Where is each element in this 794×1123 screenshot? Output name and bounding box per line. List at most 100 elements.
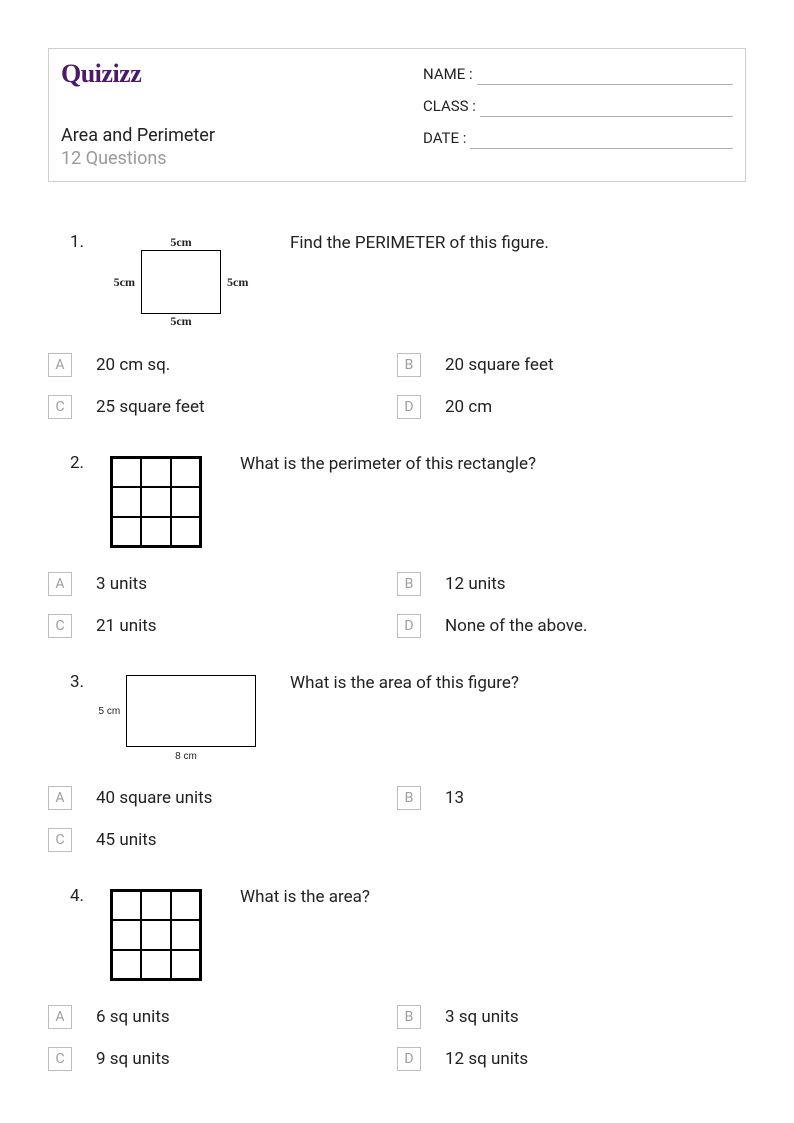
answer-letter: B [397,353,421,377]
answer-letter: C [48,1047,72,1071]
header-left: Quizizz Area and Perimeter 12 Questions [61,59,423,169]
q4-answer-b[interactable]: B 3 sq units [397,1005,746,1029]
q1-a-text: 20 cm sq. [96,355,170,375]
question-4-answers: A 6 sq units B 3 sq units C 9 sq units D… [48,1005,746,1089]
fig1-left-label: 5cm [108,275,141,290]
fig1-mid: 5cm 5cm [108,250,255,314]
grid-cell [141,487,170,516]
answer-letter: C [48,614,72,638]
grid-cell [141,517,170,546]
q3-b-text: 13 [445,788,464,808]
question-3-row: 3. 5 cm 8 cm What is the area of this fi… [48,672,746,762]
q1-answer-b[interactable]: B 20 square feet [397,353,746,377]
question-3-figure: 5 cm 8 cm [96,672,266,762]
answer-letter: A [48,353,72,377]
answer-letter: D [397,614,421,638]
q4-answer-c[interactable]: C 9 sq units [48,1047,397,1071]
grid-cell [112,487,141,516]
q1-answer-c[interactable]: C 25 square feet [48,395,397,419]
q2-c-text: 21 units [96,616,157,636]
question-3-answers: A 40 square units B 13 C 45 units D [48,786,746,870]
question-2: 2. What is the perimeter of this rectang… [48,453,746,656]
field-name-line[interactable] [477,63,733,85]
q4-d-text: 12 sq units [445,1049,528,1069]
q4-answer-a[interactable]: A 6 sq units [48,1005,397,1029]
q2-answer-d[interactable]: D None of the above. [397,614,746,638]
question-1: 1. 5cm 5cm 5cm 5cm Find the PERIMETER of… [48,232,746,437]
figure-grid-3x3 [110,889,202,981]
question-3: 3. 5 cm 8 cm What is the area of this fi… [48,672,746,870]
grid-cell [141,458,170,487]
grid-cell [112,517,141,546]
answer-letter: D [397,395,421,419]
q4-a-text: 6 sq units [96,1007,170,1027]
fig3-left-label: 5 cm [99,706,127,717]
questions: 1. 5cm 5cm 5cm 5cm Find the PERIMETER of… [48,232,746,1089]
question-3-number: 3. [48,672,96,692]
header-box: Quizizz Area and Perimeter 12 Questions … [48,48,746,182]
q2-answer-b[interactable]: B 12 units [397,572,746,596]
question-1-prompt: Find the PERIMETER of this figure. [266,232,549,254]
grid-cell [112,891,141,920]
grid-cell [141,920,170,949]
q2-answer-a[interactable]: A 3 units [48,572,397,596]
fig1-right-label: 5cm [221,275,254,290]
q3-answer-b[interactable]: B 13 [397,786,746,810]
q3-answer-c[interactable]: C 45 units [48,828,397,852]
grid-cell [112,950,141,979]
q2-b-text: 12 units [445,574,506,594]
figure-grid-3x3 [110,456,202,548]
question-2-figure [96,453,216,548]
grid-cell [171,891,200,920]
q2-a-text: 3 units [96,574,147,594]
question-1-row: 1. 5cm 5cm 5cm 5cm Find the PERIMETER of… [48,232,746,329]
fig1-top-label: 5cm [170,235,191,250]
answer-letter: A [48,1005,72,1029]
answer-letter: A [48,572,72,596]
fig1-box [141,250,221,314]
question-4-row: 4. What is the area? [48,886,746,981]
answer-letter: C [48,395,72,419]
q1-answer-d[interactable]: D 20 cm [397,395,746,419]
grid-cell [141,950,170,979]
grid-cell [171,487,200,516]
question-1-figure: 5cm 5cm 5cm 5cm [96,232,266,329]
logo: Quizizz [61,59,423,89]
q4-answer-d[interactable]: D 12 sq units [397,1047,746,1071]
grid-cell [171,950,200,979]
grid-cell [112,458,141,487]
grid-cell [171,458,200,487]
question-1-answers: A 20 cm sq. B 20 square feet C 25 square… [48,353,746,437]
q4-c-text: 9 sq units [96,1049,170,1069]
fig3-rect [126,675,256,747]
question-2-number: 2. [48,453,96,473]
q2-answer-c[interactable]: C 21 units [48,614,397,638]
worksheet-page: Quizizz Area and Perimeter 12 Questions … [0,0,794,1089]
answer-letter: B [397,1005,421,1029]
field-class-label: CLASS : [423,97,480,117]
grid-cell [171,517,200,546]
fig1-bottom-label: 5cm [170,314,191,329]
q3-answer-a[interactable]: A 40 square units [48,786,397,810]
field-name-label: NAME : [423,65,477,85]
question-count: 12 Questions [61,148,423,169]
field-class-line[interactable] [480,95,733,117]
grid-cell [171,920,200,949]
q1-d-text: 20 cm [445,397,492,417]
field-date-line[interactable] [470,127,733,149]
question-4: 4. What is the area? A 6 sq units B [48,886,746,1089]
grid-cell [141,891,170,920]
figure-square-5cm: 5cm 5cm 5cm 5cm [101,235,261,329]
answer-letter: B [397,786,421,810]
grid-cell [112,920,141,949]
question-1-number: 1. [48,232,96,252]
quiz-title: Area and Perimeter [61,125,423,146]
answer-letter: C [48,828,72,852]
answer-letter: D [397,1047,421,1071]
q2-d-text: None of the above. [445,616,587,636]
question-2-row: 2. What is the perimeter of this rectang… [48,453,746,548]
q1-answer-a[interactable]: A 20 cm sq. [48,353,397,377]
field-class: CLASS : [423,95,733,117]
field-name: NAME : [423,63,733,85]
figure-rectangle-8x5: 5 cm 8 cm [99,675,264,762]
